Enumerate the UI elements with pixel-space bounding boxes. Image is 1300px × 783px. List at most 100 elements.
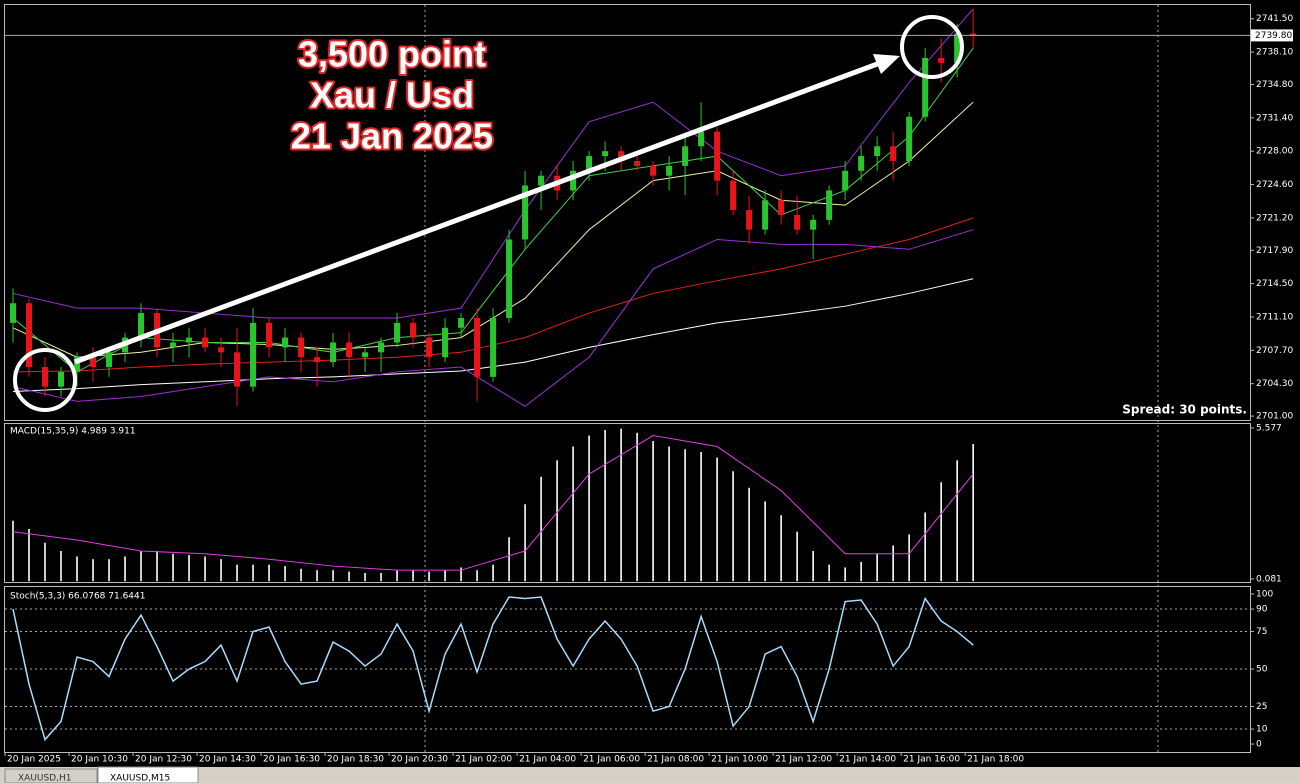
- histogram-bar: [876, 553, 878, 582]
- candle-body: [906, 116, 913, 161]
- panel-title: Stoch(5,3,3) 66.0768 71.6441: [10, 592, 145, 602]
- histogram-bar: [236, 564, 238, 582]
- y-tick-label: 2741.50: [1256, 14, 1293, 24]
- candle-body: [586, 156, 593, 171]
- histogram-bar: [44, 542, 46, 582]
- candle-body: [282, 337, 289, 348]
- histogram-bar: [524, 504, 526, 582]
- current-price-box: [1251, 29, 1293, 42]
- x-tick-label: 21 Jan 16:00: [903, 755, 960, 765]
- histogram-bar: [396, 570, 398, 582]
- histogram-bar: [364, 572, 366, 582]
- candle-body: [234, 352, 241, 387]
- histogram-bar: [684, 449, 686, 582]
- annotation: Xau / Usd: [310, 75, 474, 116]
- histogram-bar: [796, 531, 798, 582]
- candle-body: [378, 342, 385, 353]
- candle-body: [922, 57, 929, 117]
- x-tick-label: 20 Jan 2025: [7, 755, 61, 765]
- histogram-bar: [604, 430, 606, 582]
- candle-body: [250, 322, 257, 387]
- candle-body: [362, 352, 369, 358]
- histogram-bar: [108, 559, 110, 582]
- histogram-bar: [556, 460, 558, 582]
- candle-body: [858, 156, 865, 171]
- histogram-bar: [460, 567, 462, 582]
- candle-body: [794, 214, 801, 230]
- candle-body: [458, 317, 465, 328]
- y-tick-label: 100: [1256, 590, 1273, 600]
- x-tick-label: 21 Jan 06:00: [583, 755, 640, 765]
- histogram-bar: [540, 476, 542, 582]
- candle-body: [202, 337, 209, 348]
- candle-body: [442, 327, 449, 358]
- y-tick-label: 25: [1256, 702, 1267, 712]
- histogram-bar: [716, 457, 718, 582]
- histogram-bar: [252, 564, 254, 582]
- histogram-bar: [668, 446, 670, 582]
- tab[interactable]: [4, 768, 98, 783]
- histogram-bar: [764, 501, 766, 582]
- x-tick-label: 21 Jan 12:00: [775, 755, 832, 765]
- histogram-bar: [588, 435, 590, 582]
- candle-body: [826, 190, 833, 220]
- y-tick-label: 2714.50: [1256, 279, 1293, 289]
- y-tick-label: 2724.60: [1256, 180, 1293, 190]
- histogram-bar: [220, 559, 222, 582]
- y-tick-label: 2728.00: [1256, 147, 1293, 157]
- candle-body: [218, 347, 225, 353]
- macd-panel: [4, 423, 1251, 583]
- histogram-bar: [908, 534, 910, 582]
- histogram-bar: [140, 550, 142, 582]
- x-tick-label: 20 Jan 12:30: [135, 755, 192, 765]
- tab-label[interactable]: XAUUSD,H1: [18, 774, 72, 783]
- histogram-bar: [428, 571, 430, 582]
- main-panel: [4, 4, 1251, 421]
- candle-body: [970, 33, 977, 36]
- candle-body: [682, 146, 689, 166]
- candle-body: [714, 131, 721, 181]
- histogram-bar: [572, 446, 574, 582]
- candle-body: [10, 303, 17, 323]
- candle-body: [490, 317, 497, 377]
- x-tick-label: 20 Jan 10:30: [71, 755, 128, 765]
- x-tick-label: 20 Jan 14:30: [199, 755, 256, 765]
- histogram-bar: [700, 452, 702, 582]
- histogram-bar: [60, 550, 62, 582]
- histogram-bar: [924, 512, 926, 582]
- candle-body: [666, 165, 673, 176]
- candle-body: [186, 337, 193, 343]
- x-tick-label: 20 Jan 18:30: [327, 755, 384, 765]
- candle-body: [42, 367, 49, 387]
- candle-body: [762, 200, 769, 230]
- candle-body: [138, 313, 145, 338]
- y-tick-label: 75: [1256, 627, 1267, 637]
- histogram-bar: [972, 444, 974, 582]
- candle-body: [874, 146, 881, 157]
- y-tick-label: 2701.00: [1256, 412, 1293, 422]
- histogram-bar: [812, 550, 814, 582]
- histogram-bar: [844, 567, 846, 582]
- arrow-head: [873, 54, 900, 74]
- candle-body: [170, 342, 177, 348]
- histogram-bar: [92, 559, 94, 582]
- current-price-label: 2739.80: [1255, 31, 1292, 41]
- x-tick-label: 21 Jan 18:00: [967, 755, 1024, 765]
- y-tick-label: 2717.90: [1256, 246, 1293, 256]
- x-tick-label: 21 Jan 14:00: [839, 755, 896, 765]
- tab-active[interactable]: [97, 766, 199, 783]
- tab-bar: [0, 767, 1300, 783]
- histogram-bar: [300, 568, 302, 582]
- candle-body: [506, 239, 513, 318]
- candle-body: [522, 185, 529, 240]
- candle-body: [938, 57, 945, 63]
- candle-body: [426, 337, 433, 358]
- histogram-bar: [332, 570, 334, 582]
- y-tick-label: 2707.70: [1256, 346, 1293, 356]
- indicator-line: [12, 8, 974, 319]
- signal-line: [12, 435, 974, 571]
- tab-label[interactable]: XAUUSD,M15: [110, 774, 170, 783]
